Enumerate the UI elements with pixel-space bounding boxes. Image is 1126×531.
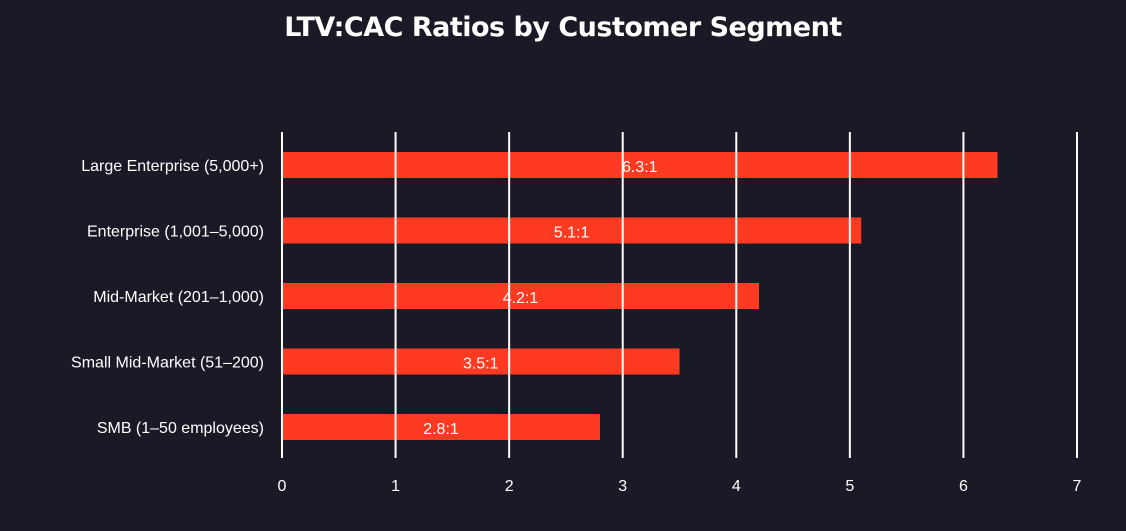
x-tick-label-7: 7 xyxy=(1073,478,1082,495)
chart-title: LTV:CAC Ratios by Customer Segment xyxy=(284,12,842,43)
x-tick-label-3: 3 xyxy=(618,478,627,495)
category-label-1: Enterprise (1,001–5,000) xyxy=(87,224,264,241)
x-tick-label-4: 4 xyxy=(732,478,741,495)
data-label-1: 5.1:1 xyxy=(554,225,590,242)
category-label-3: Small Mid-Market (51–200) xyxy=(71,355,264,372)
bar-1 xyxy=(282,217,862,244)
bar-3 xyxy=(282,348,680,375)
x-tick-label-2: 2 xyxy=(505,478,514,495)
data-label-4: 2.8:1 xyxy=(423,421,459,438)
data-label-3: 3.5:1 xyxy=(463,356,499,373)
x-tick-label-5: 5 xyxy=(845,478,854,495)
category-label-2: Mid-Market (201–1,000) xyxy=(93,289,264,306)
bar-4 xyxy=(282,414,600,440)
x-tick-label-6: 6 xyxy=(959,478,968,495)
category-label-0: Large Enterprise (5,000+) xyxy=(81,158,264,175)
bar-2 xyxy=(282,283,759,309)
x-tick-label-0: 0 xyxy=(278,478,287,495)
x-tick-label-1: 1 xyxy=(391,478,400,495)
data-label-0: 6.3:1 xyxy=(622,159,658,176)
bar-0 xyxy=(282,152,998,178)
data-label-2: 4.2:1 xyxy=(503,290,539,307)
category-label-4: SMB (1–50 employees) xyxy=(97,420,264,437)
